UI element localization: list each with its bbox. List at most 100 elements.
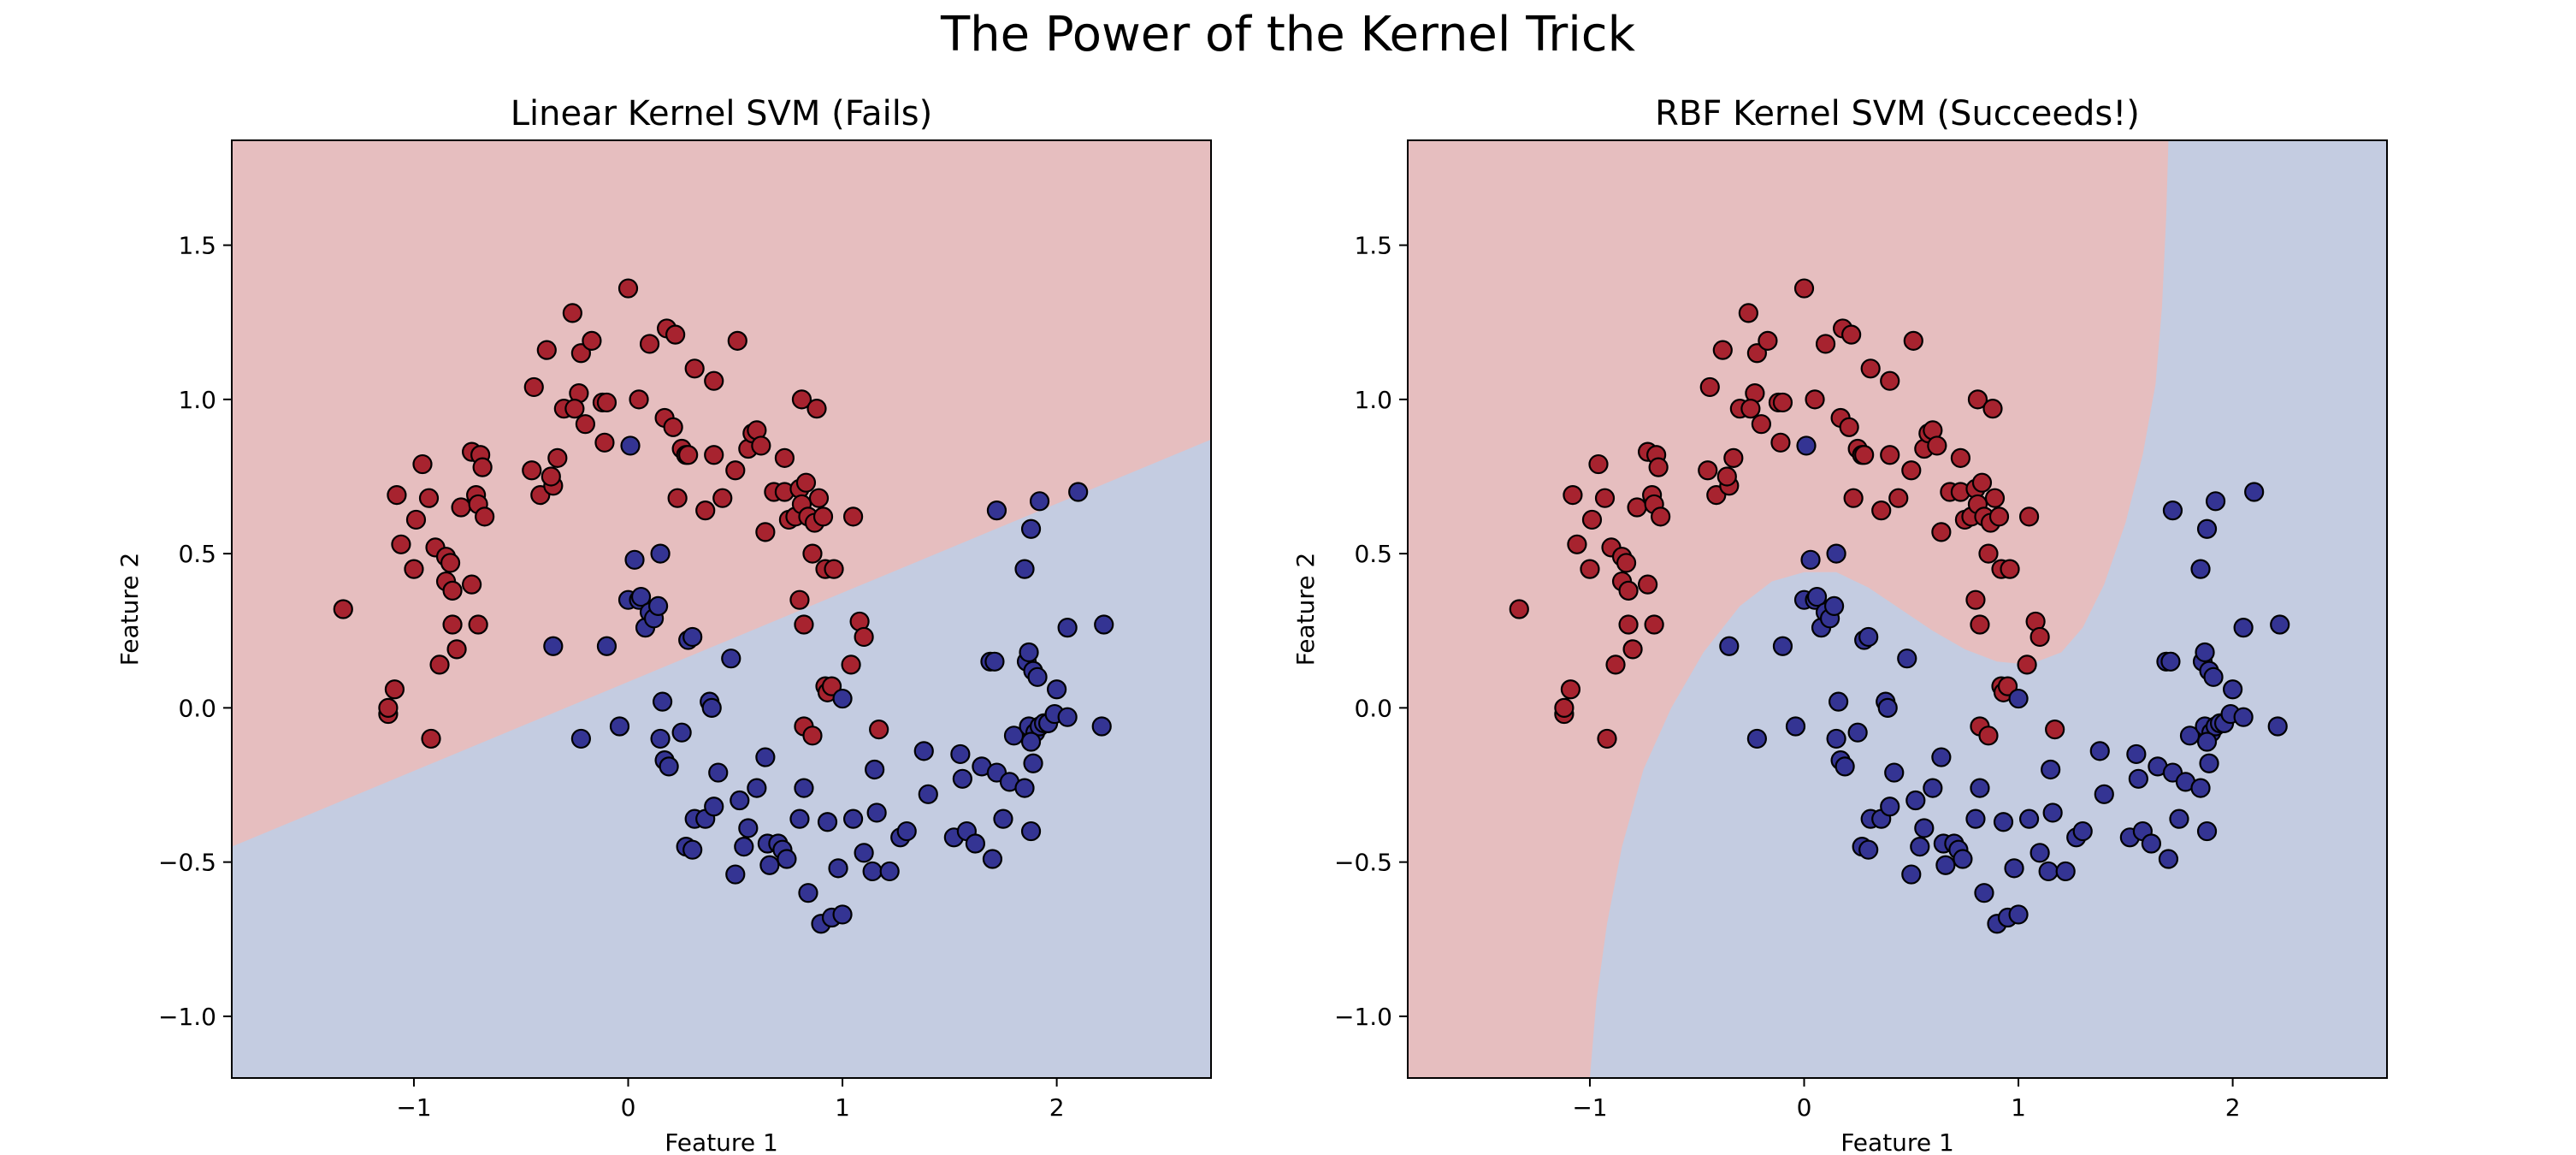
panel-title: RBF Kernel SVM (Succeeds!) [1655, 94, 2140, 133]
data-point-class0 [1588, 453, 1609, 475]
data-point-class0 [522, 460, 542, 481]
data-point-class0 [333, 599, 353, 619]
data-point-class0 [523, 376, 544, 398]
y-tick-label: −1.0 [1334, 1003, 1392, 1031]
data-point-class1 [1823, 595, 1845, 616]
data-point-class0 [1927, 435, 1947, 456]
y-tick-label: 1.0 [178, 386, 216, 414]
data-point-class0 [2018, 506, 2040, 527]
data-point-class1 [1719, 636, 1740, 656]
data-point-class1 [913, 741, 934, 761]
data-point-class1 [647, 595, 669, 616]
data-point-class1 [2244, 482, 2265, 502]
data-point-class1 [777, 849, 797, 869]
data-point-class0 [1971, 472, 1993, 493]
x-tick-label: 1 [2011, 1093, 2026, 1122]
data-point-class0 [1648, 457, 1669, 477]
data-point-class0 [812, 506, 834, 527]
data-point-class1 [2233, 618, 2254, 638]
data-point-class0 [391, 534, 411, 554]
data-point-class1 [2179, 726, 2201, 746]
data-point-class0 [1581, 509, 1603, 530]
data-point-class1 [708, 762, 729, 783]
data-point-class1 [1835, 756, 1855, 777]
data-point-class0 [1699, 376, 1720, 398]
x-axis-label: Feature 1 [1840, 1128, 1954, 1155]
data-point-class0 [1554, 697, 1575, 718]
data-point-class0 [806, 399, 827, 419]
data-point-class1 [2055, 861, 2076, 882]
data-point-class1 [2094, 784, 2114, 804]
data-point-class0 [824, 559, 844, 579]
data-point-class0 [596, 392, 617, 413]
data-point-class1 [2267, 716, 2288, 737]
data-point-class0 [1871, 500, 1892, 521]
data-point-class0 [802, 543, 823, 564]
data-point-class0 [1698, 460, 1718, 481]
x-axis-label: Feature 1 [665, 1128, 778, 1155]
data-point-class0 [755, 522, 776, 542]
y-axis-label: Feature 2 [115, 553, 144, 666]
data-point-class1 [798, 883, 818, 903]
data-point-class1 [1901, 864, 1922, 885]
data-point-class0 [795, 472, 817, 493]
data-point-class1 [1796, 435, 1817, 456]
data-point-class1 [570, 728, 591, 749]
data-point-class1 [650, 543, 671, 564]
data-point-class1 [730, 790, 750, 811]
data-point-class0 [1627, 497, 1647, 518]
data-point-class0 [791, 389, 812, 410]
data-point-class1 [2128, 768, 2148, 789]
data-point-class0 [575, 414, 596, 435]
data-point-class0 [712, 488, 733, 508]
data-point-class1 [2160, 651, 2181, 672]
figure-title: The Power of the Kernel Trick [940, 7, 1636, 62]
data-point-class1 [1014, 559, 1035, 579]
data-point-class0 [774, 447, 795, 468]
data-point-class1 [1772, 636, 1793, 656]
data-point-class1 [1746, 728, 1767, 749]
data-point-class1 [2008, 904, 2029, 925]
data-point-class1 [652, 691, 673, 712]
y-tick-label: 1.5 [1354, 232, 1392, 260]
data-point-class1 [865, 759, 885, 780]
panel-title: Linear Kernel SVM (Fails) [511, 94, 933, 133]
data-point-class1 [1828, 691, 1849, 712]
data-point-class1 [1019, 642, 1039, 663]
data-point-class1 [1826, 543, 1846, 564]
data-point-class0 [1723, 447, 1744, 468]
plot-frame [1407, 139, 2388, 1079]
data-point-class0 [451, 497, 471, 518]
data-point-class0 [1843, 488, 1864, 508]
data-point-class0 [1567, 534, 1587, 554]
data-point-class1 [1068, 482, 1089, 502]
data-point-class1 [1965, 808, 1986, 829]
data-point-class0 [684, 358, 705, 379]
data-point-class0 [821, 676, 842, 696]
data-point-class0 [1950, 447, 1971, 468]
data-point-class0 [704, 445, 724, 465]
data-point-class1 [1923, 778, 1943, 798]
data-point-class0 [1560, 679, 1581, 700]
data-point-class0 [1772, 392, 1793, 413]
data-point-class0 [1880, 370, 1900, 391]
data-point-class1 [2169, 808, 2189, 829]
data-point-class0 [1931, 522, 1952, 542]
y-tick-label: 0.5 [1354, 540, 1392, 568]
data-point-class1 [1953, 849, 1973, 869]
data-point-class0 [1978, 543, 1999, 564]
data-point-class1 [1884, 762, 1905, 783]
data-point-class1 [986, 500, 1007, 521]
data-point-class0 [1758, 330, 1778, 351]
data-point-class0 [1563, 485, 1583, 506]
data-point-class0 [808, 488, 830, 508]
data-point-class0 [405, 509, 427, 530]
data-point-class0 [1712, 340, 1733, 360]
data-point-class1 [1003, 726, 1025, 746]
data-point-class0 [704, 370, 724, 391]
data-point-class1 [2195, 642, 2215, 663]
data-point-class1 [862, 861, 883, 882]
data-point-class1 [1023, 753, 1043, 773]
data-point-class1 [817, 812, 838, 832]
